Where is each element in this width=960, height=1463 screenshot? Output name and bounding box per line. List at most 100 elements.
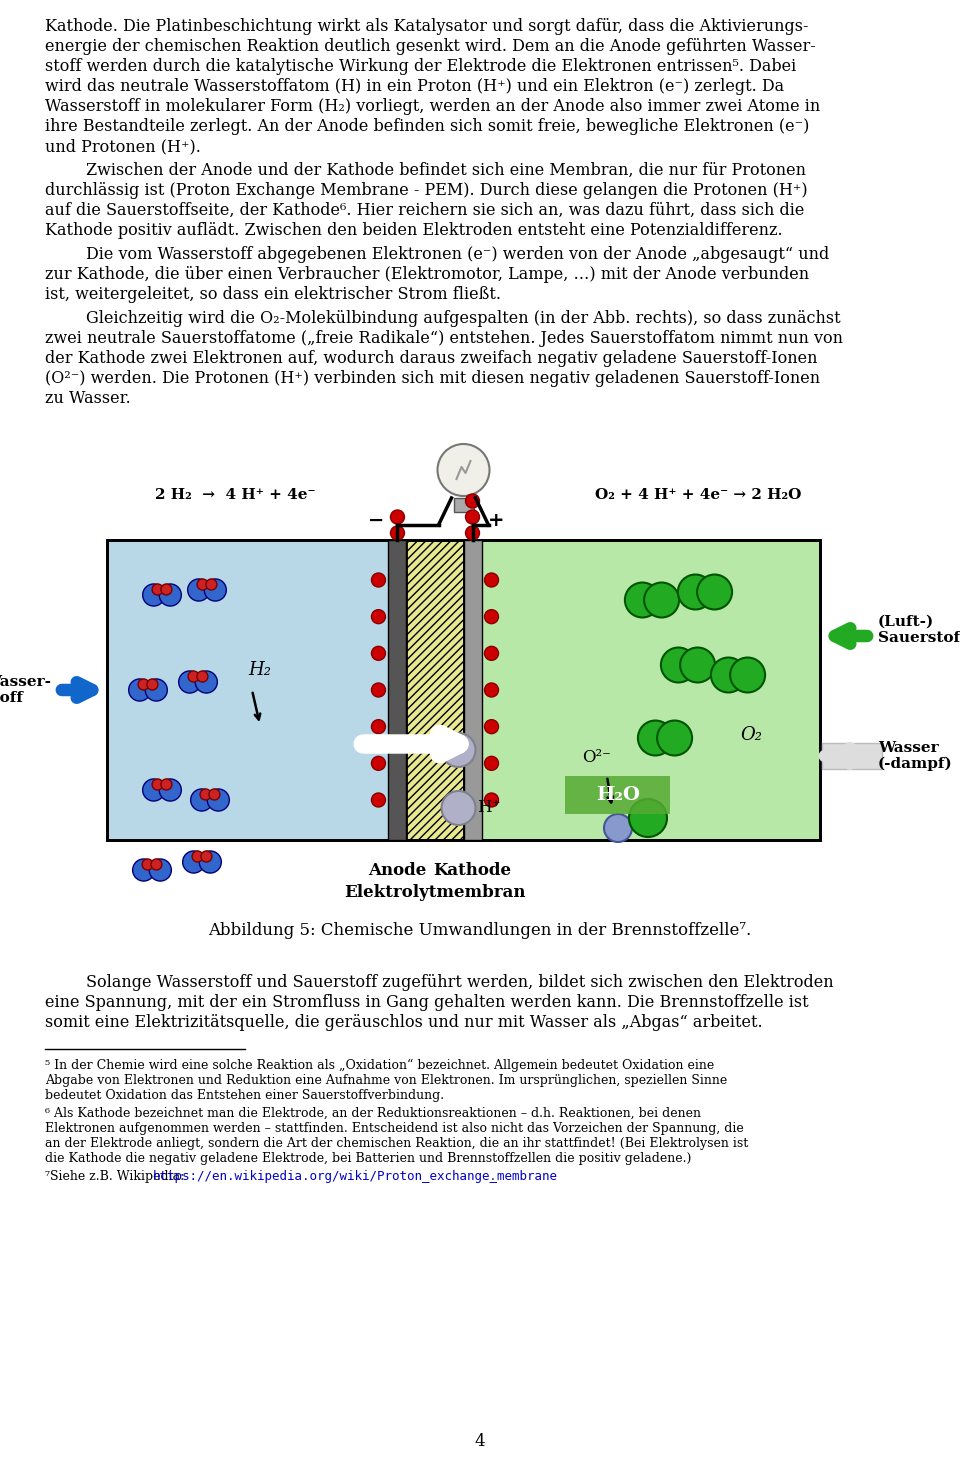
- Circle shape: [678, 575, 713, 610]
- Circle shape: [149, 859, 171, 881]
- Text: (O²⁻) werden. Die Protonen (H⁺) verbinden sich mit diesen negativ geladenen Saue: (O²⁻) werden. Die Protonen (H⁺) verbinde…: [45, 370, 820, 388]
- Bar: [464, 540, 820, 840]
- Circle shape: [159, 778, 181, 802]
- Circle shape: [188, 672, 199, 682]
- Text: O₂: O₂: [740, 726, 762, 745]
- Text: Kathode positiv auflädt. Zwischen den beiden Elektroden entsteht eine Potenziald: Kathode positiv auflädt. Zwischen den be…: [45, 222, 782, 238]
- Circle shape: [625, 582, 660, 617]
- Circle shape: [372, 793, 386, 808]
- Text: Anode: Anode: [369, 862, 426, 879]
- Text: Wasserstoff in molekularer Form (H₂) vorliegt, werden an der Anode also immer zw: Wasserstoff in molekularer Form (H₂) vor…: [45, 98, 820, 116]
- Circle shape: [485, 720, 498, 733]
- Circle shape: [161, 584, 172, 595]
- Circle shape: [161, 778, 172, 790]
- Circle shape: [159, 584, 181, 606]
- Text: ⁵ In der Chemie wird eine solche Reaktion als „Oxidation“ bezeichnet. Allgemein : ⁵ In der Chemie wird eine solche Reaktio…: [45, 1059, 714, 1072]
- Circle shape: [711, 657, 746, 692]
- Text: somit eine Elektrizitätsquelle, die geräuschlos und nur mit Wasser als „Abgas“ a: somit eine Elektrizitätsquelle, die gerä…: [45, 1014, 762, 1031]
- Text: Elektronen aufgenommen werden – stattfinden. Entscheidend ist also nicht das Vor: Elektronen aufgenommen werden – stattfin…: [45, 1122, 744, 1135]
- Circle shape: [182, 851, 204, 873]
- Text: H₂O: H₂O: [596, 786, 640, 805]
- Circle shape: [485, 793, 498, 808]
- Circle shape: [138, 679, 149, 691]
- Circle shape: [391, 511, 404, 524]
- Circle shape: [485, 647, 498, 660]
- Circle shape: [207, 789, 229, 811]
- Bar: [464, 540, 482, 840]
- Text: H₂: H₂: [248, 661, 271, 679]
- Text: wird das neutrale Wasserstoffatom (H) in ein Proton (H⁺) und ein Elektron (e⁻) z: wird das neutrale Wasserstoffatom (H) in…: [45, 78, 784, 95]
- Text: ⁷Siehe z.B. Wikipedia:: ⁷Siehe z.B. Wikipedia:: [45, 1170, 188, 1184]
- Circle shape: [143, 584, 165, 606]
- Text: O²⁻: O²⁻: [582, 749, 611, 767]
- Text: auf die Sauerstoffseite, der Kathode⁶. Hier reichern sie sich an, was dazu führt: auf die Sauerstoffseite, der Kathode⁶. H…: [45, 202, 804, 219]
- Text: Die vom Wasserstoff abgegebenen Elektronen (e⁻) werden von der Anode „abgesaugt“: Die vom Wasserstoff abgegebenen Elektron…: [45, 246, 829, 263]
- Bar: [107, 540, 406, 840]
- Text: Kathode. Die Platinbeschichtung wirkt als Katalysator und sorgt dafür, dass die : Kathode. Die Platinbeschichtung wirkt al…: [45, 18, 808, 35]
- Circle shape: [145, 679, 167, 701]
- Circle shape: [152, 584, 163, 595]
- Circle shape: [372, 610, 386, 623]
- Text: 4: 4: [474, 1434, 486, 1450]
- Text: an der Elektrode anliegt, sondern die Art der chemischen Reaktion, die an ihr st: an der Elektrode anliegt, sondern die Ar…: [45, 1137, 748, 1150]
- Circle shape: [438, 443, 490, 496]
- Text: bedeutet Oxidation das Entstehen einer Sauerstoffverbindung.: bedeutet Oxidation das Entstehen einer S…: [45, 1088, 444, 1102]
- Bar: [107, 540, 820, 840]
- Circle shape: [485, 610, 498, 623]
- Text: durchlässig ist (Proton Exchange Membrane - PEM). Durch diese gelangen die Proto: durchlässig ist (Proton Exchange Membran…: [45, 181, 807, 199]
- Circle shape: [391, 527, 404, 540]
- Text: ⁶ Als Kathode bezeichnet man die Elektrode, an der Reduktionsreaktionen – d.h. R: ⁶ Als Kathode bezeichnet man die Elektro…: [45, 1107, 701, 1121]
- Circle shape: [372, 573, 386, 587]
- Circle shape: [143, 778, 165, 802]
- Circle shape: [197, 579, 208, 590]
- Circle shape: [200, 851, 222, 873]
- Text: eine Spannung, mit der ein Stromfluss in Gang gehalten werden kann. Die Brennsto: eine Spannung, mit der ein Stromfluss in…: [45, 993, 808, 1011]
- Text: H⁺: H⁺: [477, 799, 501, 816]
- Text: Elektrolytmembran: Elektrolytmembran: [345, 884, 526, 901]
- Circle shape: [731, 657, 765, 692]
- Bar: [822, 743, 882, 770]
- Text: die Kathode die negativ geladene Elektrode, bei Batterien und Brennstoffzellen d: die Kathode die negativ geladene Elektro…: [45, 1151, 691, 1165]
- Circle shape: [629, 799, 667, 837]
- Text: +: +: [488, 511, 504, 530]
- Circle shape: [152, 778, 163, 790]
- Circle shape: [485, 573, 498, 587]
- Text: der Kathode zwei Elektronen auf, wodurch daraus zweifach negativ geladene Sauers: der Kathode zwei Elektronen auf, wodurch…: [45, 350, 818, 367]
- Circle shape: [372, 756, 386, 771]
- Circle shape: [209, 789, 220, 800]
- Circle shape: [466, 527, 479, 540]
- Circle shape: [485, 683, 498, 696]
- Circle shape: [205, 579, 217, 590]
- Text: Solange Wasserstoff und Sauerstoff zugeführt werden, bildet sich zwischen den El: Solange Wasserstoff und Sauerstoff zugef…: [45, 974, 833, 990]
- Circle shape: [658, 720, 692, 755]
- Text: Kathode: Kathode: [434, 862, 512, 879]
- Bar: [453, 497, 473, 512]
- Circle shape: [142, 859, 153, 870]
- Text: Abgabe von Elektronen und Reduktion eine Aufnahme von Elektronen. Im ursprünglic: Abgabe von Elektronen und Reduktion eine…: [45, 1074, 728, 1087]
- Text: zu Wasser.: zu Wasser.: [45, 391, 131, 407]
- Text: O₂ + 4 H⁺ + 4e⁻ → 2 H₂O: O₂ + 4 H⁺ + 4e⁻ → 2 H₂O: [595, 489, 802, 502]
- Circle shape: [132, 859, 155, 881]
- Circle shape: [660, 648, 696, 682]
- Text: Zwischen der Anode und der Kathode befindet sich eine Membran, die nur für Proto: Zwischen der Anode und der Kathode befin…: [45, 162, 806, 178]
- Circle shape: [372, 683, 386, 696]
- Text: (Luft-)
Sauerstoff: (Luft-) Sauerstoff: [878, 614, 960, 645]
- Text: 2 H₂  →  4 H⁺ + 4e⁻: 2 H₂ → 4 H⁺ + 4e⁻: [155, 489, 316, 502]
- Circle shape: [697, 575, 732, 610]
- Circle shape: [442, 733, 475, 767]
- Bar: [565, 775, 670, 813]
- Circle shape: [644, 582, 679, 617]
- Circle shape: [637, 720, 673, 755]
- Circle shape: [442, 791, 475, 825]
- Circle shape: [372, 647, 386, 660]
- Text: ihre Bestandteile zerlegt. An der Anode befinden sich somit freie, bewegliche El: ihre Bestandteile zerlegt. An der Anode …: [45, 119, 809, 135]
- Circle shape: [192, 851, 204, 862]
- Circle shape: [187, 579, 210, 601]
- Text: −: −: [368, 511, 384, 530]
- Text: Wasser-
stoff: Wasser- stoff: [0, 674, 51, 705]
- Circle shape: [372, 720, 386, 733]
- Circle shape: [466, 494, 479, 508]
- Text: .: .: [491, 1170, 494, 1184]
- Text: Wasser
(-dampf): Wasser (-dampf): [878, 740, 952, 771]
- Circle shape: [680, 648, 715, 682]
